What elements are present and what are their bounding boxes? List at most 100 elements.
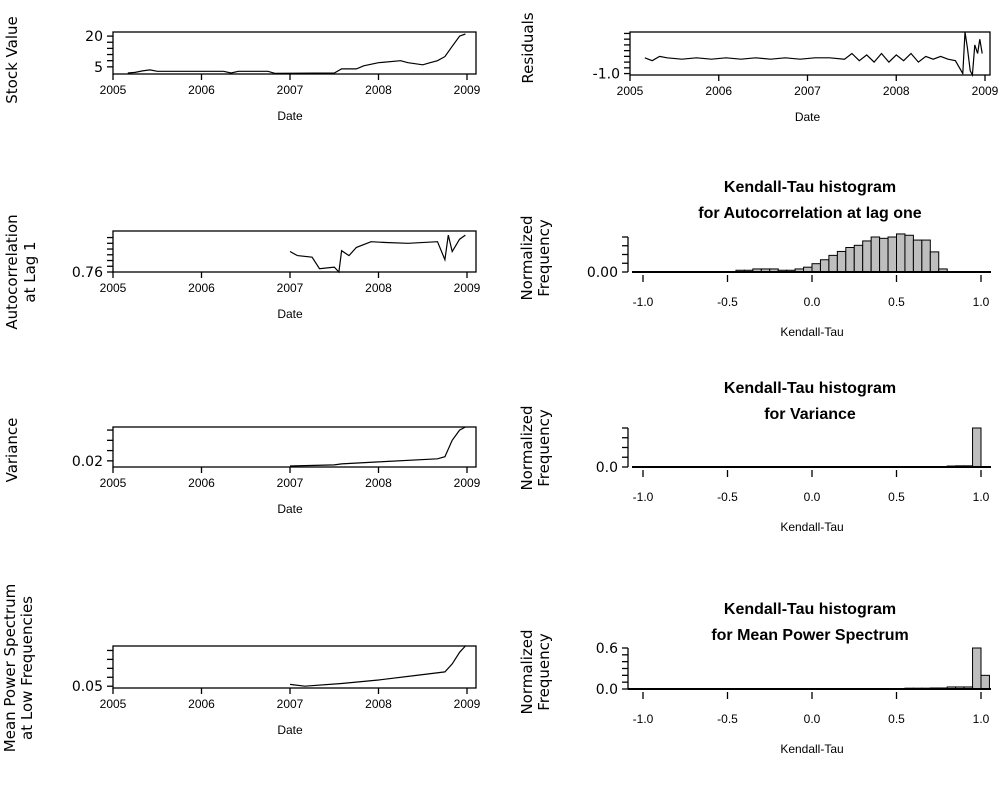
x-tick-label: -1.0 — [633, 295, 654, 309]
x-tick-label: 2005 — [100, 697, 127, 711]
histogram-bar — [972, 647, 982, 690]
x-axis-label: Kendall-Tau — [780, 325, 843, 339]
x-tick-label: 0.5 — [888, 712, 905, 726]
x-tick-label: -0.5 — [717, 712, 738, 726]
x-tick-label: 1.0 — [973, 295, 990, 309]
y-axis-label: Normalized — [518, 629, 536, 714]
histogram-bar — [879, 237, 889, 273]
x-tick-label: 2009 — [454, 83, 481, 97]
histogram-bar — [887, 236, 897, 273]
panel-mps: 2005 2006 2007 2008 2009 0.05 Date Mean Power S… — [1, 584, 481, 752]
y-tick-label: -1.0 — [593, 67, 620, 83]
x-tick-label: 2005 — [100, 83, 127, 97]
x-axis-label: Kendall-Tau — [780, 520, 843, 534]
chart-title: Kendall-Tau histogram — [724, 179, 896, 196]
y-tick-label: 0.76 — [72, 265, 103, 281]
series-line — [289, 234, 466, 274]
x-tick-label: 2007 — [277, 697, 304, 711]
plot-box — [112, 426, 477, 468]
x-tick-label: 2007 — [277, 476, 304, 490]
histogram-bar — [811, 263, 821, 273]
x-tick-label: -1.0 — [633, 712, 654, 726]
x-tick-label: 2007 — [277, 281, 304, 295]
y-tick-label: 0.0 — [596, 460, 618, 476]
x-tick-label: 2006 — [188, 281, 215, 295]
y-axis-label: Stock Value — [3, 16, 21, 103]
histogram-bar — [819, 259, 830, 273]
y-tick-label: 20 — [85, 29, 103, 45]
y-axis-label: Normalized — [518, 405, 536, 490]
x-tick-label: 2005 — [100, 281, 127, 295]
x-tick-label: 0.0 — [804, 712, 821, 726]
plot-box — [112, 31, 477, 75]
y-tick-label: 0.02 — [72, 454, 103, 470]
x-tick-label: 2009 — [454, 281, 481, 295]
y-tick-label: 0.0 — [596, 682, 618, 698]
x-tick-label: 0.0 — [804, 490, 821, 504]
x-tick-label: 2006 — [188, 697, 215, 711]
histogram-bar — [853, 244, 864, 273]
x-tick-label: 2008 — [883, 84, 910, 98]
x-tick-label: 2008 — [365, 697, 392, 711]
histogram-bar — [921, 239, 931, 273]
panel-hist-ac: Kendall-Tau histogram for Autocorrelation… — [518, 179, 991, 339]
histogram-bar — [836, 250, 847, 273]
x-tick-label: 2007 — [794, 84, 821, 98]
y-tick-label: 5 — [94, 60, 103, 76]
series-line — [127, 33, 466, 75]
y-axis-label: Frequency — [535, 409, 553, 487]
x-axis-label: Date — [277, 502, 303, 516]
x-tick-label: 0.5 — [888, 295, 905, 309]
histogram-bar — [845, 247, 855, 273]
y-axis-label: Variance — [3, 418, 21, 483]
histogram-bar — [972, 427, 982, 468]
x-axis-label: Date — [277, 109, 303, 123]
x-tick-label: 2006 — [705, 84, 732, 98]
panel-autocorr: 2005 2006 2007 2008 2009 0.76 Date Autocorrelat… — [3, 214, 481, 329]
panel-variance: 2005 2006 2007 2008 2009 0.02 Date Variance — [3, 418, 481, 516]
histogram-bar — [912, 239, 923, 273]
y-tick-label: 0.00 — [587, 265, 618, 281]
x-tick-label: -1.0 — [633, 490, 654, 504]
x-tick-label: 2005 — [100, 476, 127, 490]
series-line — [289, 426, 466, 467]
histogram-bar — [870, 236, 881, 273]
chart-title: Kendall-Tau histogram — [724, 601, 896, 618]
x-tick-label: -0.5 — [717, 490, 738, 504]
y-tick-label: 0.6 — [596, 641, 618, 657]
x-tick-label: 2006 — [188, 476, 215, 490]
y-axis-label: Residuals — [519, 12, 537, 83]
x-tick-label: 2009 — [454, 697, 481, 711]
histogram-bar — [828, 254, 838, 273]
plot-box — [629, 31, 991, 76]
x-tick-label: 2008 — [365, 476, 392, 490]
x-tick-label: 0.5 — [888, 490, 905, 504]
x-axis-label: Date — [277, 307, 303, 321]
y-tick-label: 0.05 — [72, 679, 103, 695]
y-axis-label: at Low Frequencies — [18, 596, 36, 740]
y-axis-label: Autocorrelation — [3, 214, 21, 329]
panel-hist-mps: Kendall-Tau histogram for Mean Power Spec… — [518, 601, 991, 756]
panel-stock: 2005 2006 2007 2008 2009 5 20 Date Stock Value — [3, 16, 481, 123]
chart-title: for Autocorrelation at lag one — [698, 205, 922, 222]
histogram-bar — [929, 251, 940, 273]
panel-hist-var: Kendall-Tau histogram for Variance 0.0 -1.0… — [518, 380, 991, 534]
histogram-bar — [980, 674, 990, 690]
x-tick-label: 2009 — [972, 84, 999, 98]
x-tick-label: 2007 — [277, 83, 304, 97]
x-axis-label: Kendall-Tau — [780, 742, 843, 756]
histogram-bar — [896, 233, 906, 273]
x-axis-label: Date — [277, 723, 303, 737]
x-tick-label: 2008 — [365, 83, 392, 97]
y-axis-label: Frequency — [535, 633, 553, 711]
y-axis-label: Normalized — [518, 215, 536, 300]
x-tick-label: -0.5 — [717, 295, 738, 309]
chart-title: for Mean Power Spectrum — [711, 627, 908, 644]
x-tick-label: 2005 — [617, 84, 644, 98]
x-tick-label: 1.0 — [973, 712, 990, 726]
y-axis-label: Frequency — [535, 219, 553, 297]
chart-title: for Variance — [764, 406, 856, 423]
x-axis-label: Date — [795, 110, 821, 124]
series-line — [289, 645, 466, 687]
